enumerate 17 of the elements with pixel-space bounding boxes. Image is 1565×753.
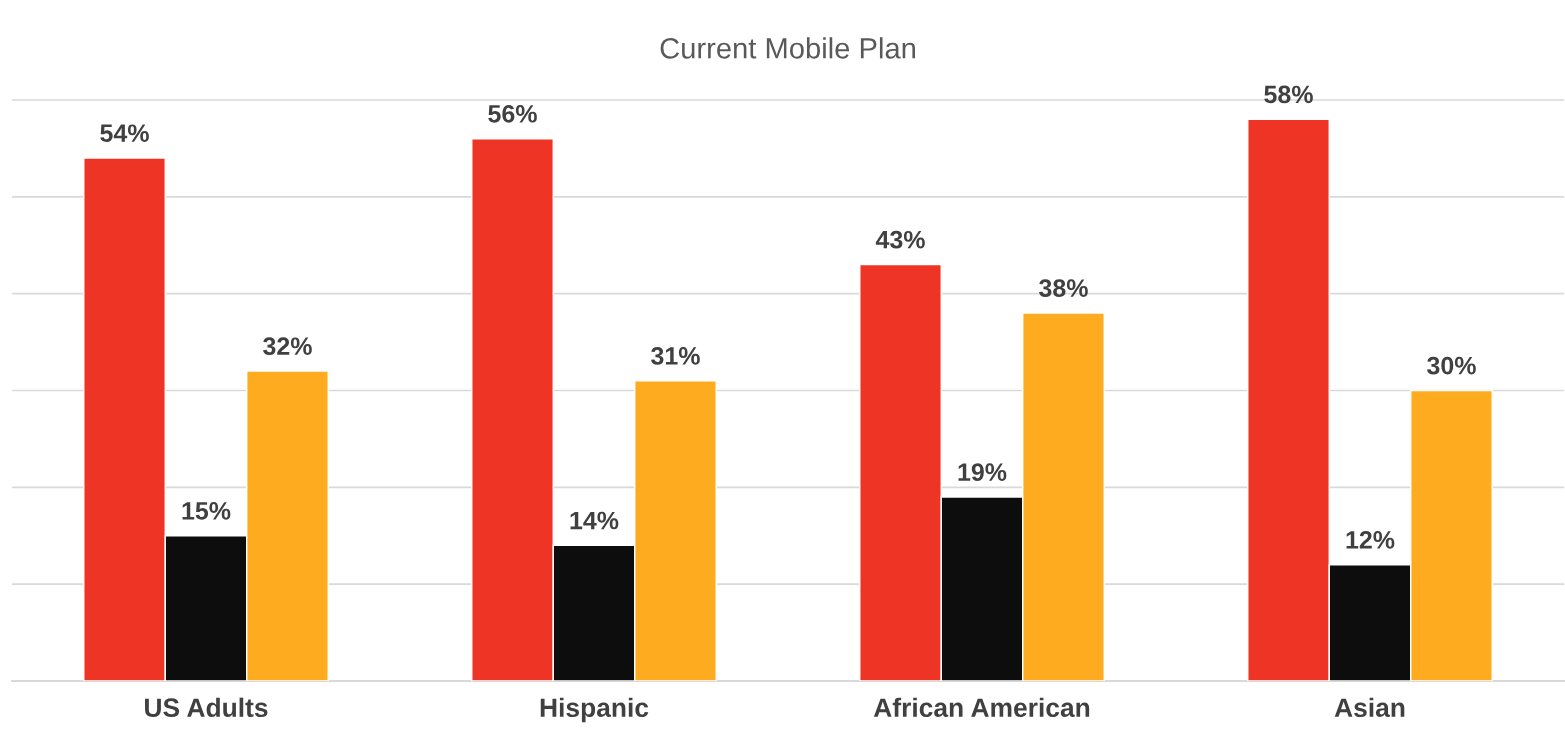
data-label: 38%	[1039, 279, 1088, 297]
data-label: 14%	[570, 511, 619, 530]
data-label: 31%	[651, 347, 700, 365]
x-tick-label: African American	[873, 697, 1090, 718]
data-label: 15%	[182, 502, 231, 520]
data-label: 56%	[488, 104, 537, 123]
data-label: 58%	[1264, 85, 1313, 104]
x-tick-label: US Adults	[145, 697, 268, 718]
data-label: 32%	[263, 337, 312, 356]
data-label: 43%	[875, 230, 925, 249]
chart-title: Current Mobile Plan	[660, 37, 915, 59]
data-label: 19%	[958, 463, 1007, 481]
data-label: 54%	[100, 124, 149, 143]
data-label: 12%	[1346, 531, 1395, 549]
x-tick-label: Asian	[1334, 697, 1405, 718]
x-tick-label: Hispanic	[540, 697, 649, 723]
data-label: 30%	[1427, 356, 1476, 375]
